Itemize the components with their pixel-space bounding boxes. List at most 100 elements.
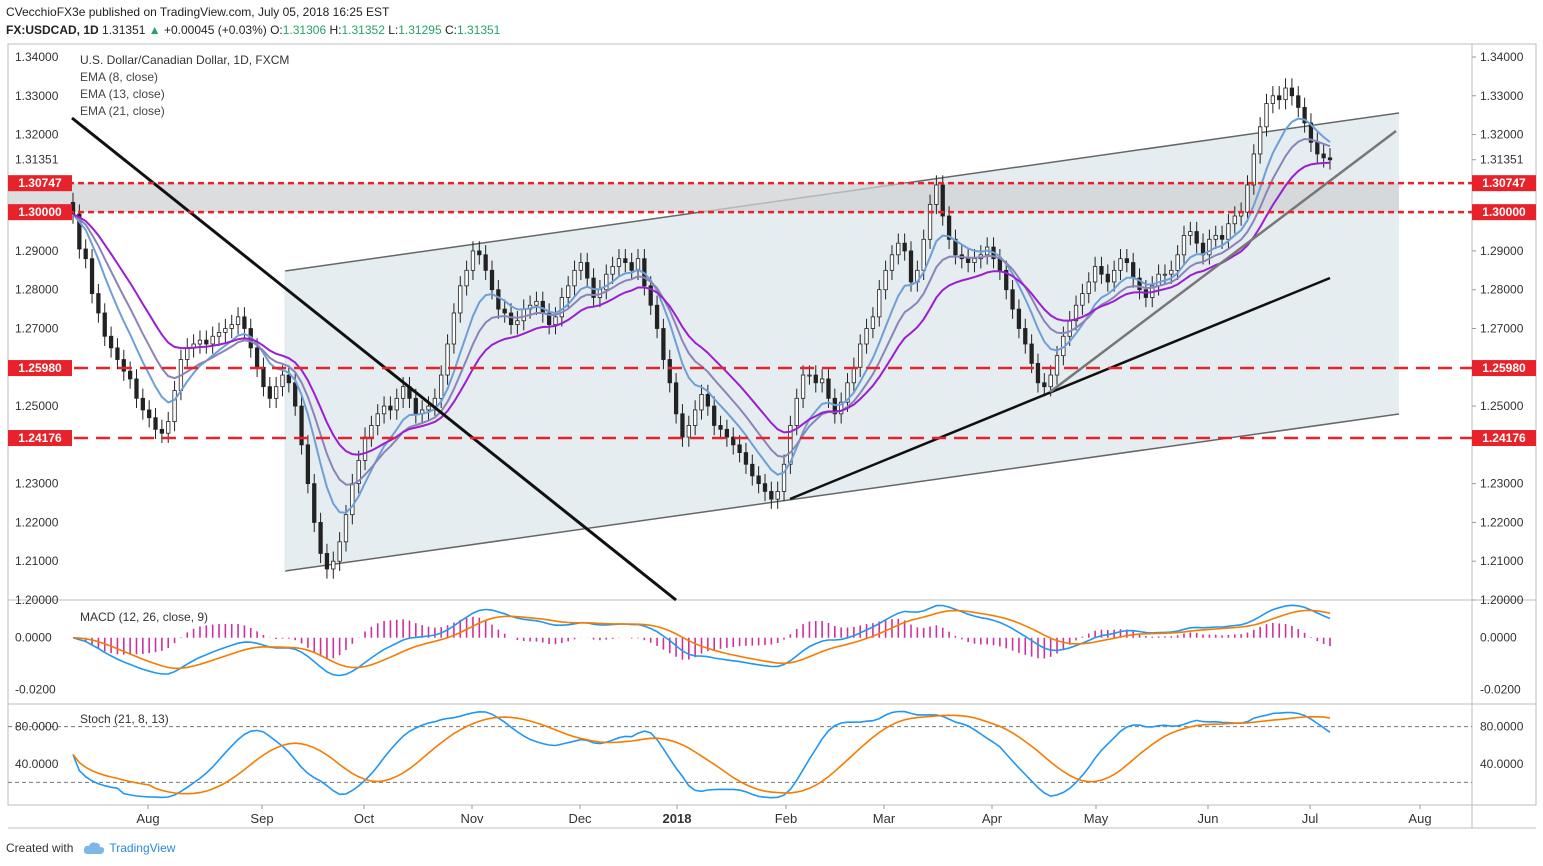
candle-body[interactable] <box>172 390 177 422</box>
candle-body[interactable] <box>1207 238 1212 256</box>
candle-body[interactable] <box>280 374 285 388</box>
candle-body[interactable] <box>274 386 279 399</box>
candle-body[interactable] <box>470 250 476 271</box>
candle-body[interactable] <box>1289 87 1295 97</box>
candle-body[interactable] <box>686 425 691 438</box>
candle-body[interactable] <box>654 304 660 329</box>
candle-body[interactable] <box>616 258 622 267</box>
candle-body[interactable] <box>927 203 933 240</box>
legend-ema21[interactable]: EMA (21, close) <box>80 104 165 118</box>
candle-body[interactable] <box>762 483 768 492</box>
candle-body[interactable] <box>1258 126 1263 155</box>
candle-body[interactable] <box>1092 266 1098 283</box>
candle-body[interactable] <box>1118 258 1123 271</box>
candle-body[interactable] <box>521 308 526 322</box>
candle-body[interactable] <box>877 289 882 318</box>
candle-body[interactable] <box>508 312 514 326</box>
candle-body[interactable] <box>337 541 342 562</box>
candle-body[interactable] <box>1035 363 1041 384</box>
candle-body[interactable] <box>483 254 488 271</box>
steep-support-trendline[interactable] <box>1049 130 1397 393</box>
candle-body[interactable] <box>693 409 698 426</box>
candle-body[interactable] <box>1105 273 1110 283</box>
candle-body[interactable] <box>197 339 203 345</box>
candle-body[interactable] <box>813 374 818 384</box>
candle-body[interactable] <box>953 238 958 256</box>
candle-body[interactable] <box>1099 266 1104 275</box>
candle-body[interactable] <box>115 347 120 360</box>
candle-body[interactable] <box>1004 269 1009 291</box>
candle-body[interactable] <box>648 285 653 306</box>
candle-body[interactable] <box>775 490 780 500</box>
candle-body[interactable] <box>159 428 165 434</box>
candle-body[interactable] <box>851 366 857 384</box>
candle-body[interactable] <box>737 444 742 454</box>
candle-body[interactable] <box>1131 262 1136 279</box>
candle-body[interactable] <box>350 483 355 516</box>
candle-body[interactable] <box>1327 157 1333 161</box>
candle-body[interactable] <box>566 285 571 298</box>
candle-body[interactable] <box>731 436 736 446</box>
candle-body[interactable] <box>680 413 685 438</box>
candle-body[interactable] <box>756 475 761 485</box>
candle-body[interactable] <box>1023 328 1028 345</box>
candle-body[interactable] <box>870 316 876 329</box>
candle-body[interactable] <box>1270 95 1276 104</box>
candle-body[interactable] <box>1086 281 1091 294</box>
candle-body[interactable] <box>1137 277 1142 291</box>
candle-body[interactable] <box>1194 231 1199 244</box>
descending-trendline[interactable] <box>71 116 677 602</box>
macd-legend[interactable]: MACD (12, 26, close, 9) <box>80 610 208 624</box>
candle-body[interactable] <box>1156 273 1161 287</box>
candle-body[interactable] <box>1308 122 1314 143</box>
candle-body[interactable] <box>83 248 88 260</box>
candle-body[interactable] <box>623 258 628 263</box>
candle-body[interactable] <box>1175 254 1180 271</box>
candle-body[interactable] <box>305 444 311 485</box>
candle-body[interactable] <box>458 285 463 314</box>
ema-13-line[interactable] <box>72 137 1331 486</box>
stoch-d-line[interactable] <box>72 714 1331 795</box>
ema-21-line[interactable] <box>72 161 1331 456</box>
candle-body[interactable] <box>667 359 672 384</box>
candle-body[interactable] <box>699 394 704 411</box>
candle-body[interactable] <box>1048 374 1053 388</box>
candle-body[interactable] <box>388 405 393 411</box>
candle-body[interactable] <box>1226 223 1231 240</box>
candle-body[interactable] <box>324 553 330 570</box>
candle-body[interactable] <box>604 273 609 291</box>
candle-body[interactable] <box>369 425 374 438</box>
candle-body[interactable] <box>934 184 939 205</box>
candle-body[interactable] <box>839 401 844 415</box>
candle-body[interactable] <box>921 238 926 271</box>
candle-body[interactable] <box>267 386 272 399</box>
candle-body[interactable] <box>312 483 317 523</box>
candle-body[interactable] <box>712 405 717 426</box>
candle-body[interactable] <box>229 324 234 329</box>
candle-body[interactable] <box>1188 231 1193 236</box>
candle-body[interactable] <box>318 522 323 554</box>
candle-body[interactable] <box>718 425 723 430</box>
legend-ema8[interactable]: EMA (8, close) <box>80 70 158 84</box>
candle-body[interactable] <box>1054 355 1060 376</box>
stoch-panel[interactable] <box>7 703 1537 806</box>
candle-body[interactable] <box>147 409 152 419</box>
candle-body[interactable] <box>1251 153 1256 186</box>
stoch-k-line[interactable] <box>72 710 1331 799</box>
candle-body[interactable] <box>1042 382 1047 388</box>
candle-body[interactable] <box>534 300 539 306</box>
candle-body[interactable] <box>1296 95 1301 108</box>
candle-body[interactable] <box>585 262 590 279</box>
candle-body[interactable] <box>235 316 241 326</box>
candle-body[interactable] <box>293 382 298 407</box>
candle-body[interactable] <box>185 347 190 360</box>
candle-body[interactable] <box>896 242 901 256</box>
candle-body[interactable] <box>946 215 952 240</box>
candle-body[interactable] <box>102 312 107 337</box>
candle-body[interactable] <box>1112 269 1117 283</box>
candle-body[interactable] <box>965 258 971 263</box>
candle-body[interactable] <box>705 394 710 407</box>
candle-body[interactable] <box>1124 258 1129 263</box>
candle-body[interactable] <box>216 331 222 337</box>
candle-body[interactable] <box>1181 235 1187 256</box>
